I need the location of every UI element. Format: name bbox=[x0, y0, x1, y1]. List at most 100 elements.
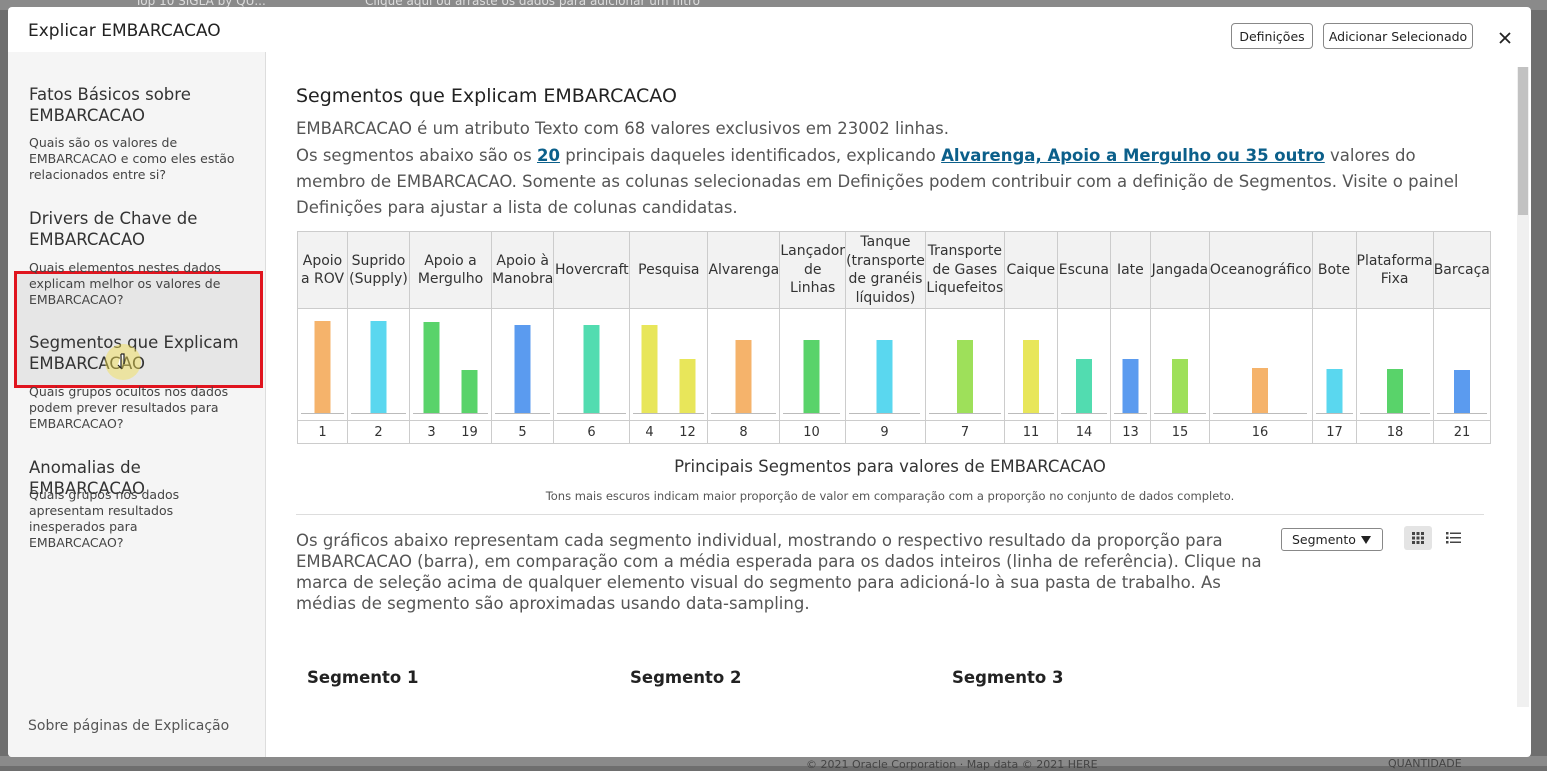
number-cell: 5 bbox=[490, 420, 555, 444]
segment-card-title: Segmento 3 bbox=[952, 668, 1064, 687]
background-footer: © 2021 Oracle Corporation · Map data © 2… bbox=[0, 756, 1547, 771]
bar-plot bbox=[1060, 359, 1107, 414]
link[interactable]: 20 bbox=[537, 146, 560, 165]
segment-number: 12 bbox=[680, 425, 697, 440]
number-cell: 18 bbox=[1355, 420, 1434, 444]
bar bbox=[1453, 370, 1470, 413]
column-header: Barcaça bbox=[1432, 231, 1491, 309]
nav-item-title[interactable]: Fatos Básicos sobre EMBARCACAO bbox=[29, 85, 191, 125]
segment-number: 4 bbox=[646, 425, 654, 440]
text: principais daqueles identificados, expli… bbox=[559, 146, 942, 165]
bar bbox=[314, 321, 331, 413]
column-header: Tanque (transporte de granéis líquidos) bbox=[845, 231, 926, 309]
dropdown-label: Segmento bbox=[1292, 532, 1356, 547]
column-header: Hovercraft bbox=[553, 231, 631, 309]
bar bbox=[1326, 369, 1342, 413]
segment-dropdown[interactable]: Segmento bbox=[1281, 528, 1383, 551]
column-header: Apoio a ROV bbox=[297, 231, 348, 309]
number-cell: 8 bbox=[707, 420, 781, 444]
nav-item-title[interactable]: Segmentos que Explicam EMBARCACAO bbox=[29, 333, 239, 373]
bar bbox=[1075, 359, 1092, 413]
bar-cell bbox=[490, 308, 555, 421]
column-header: Plataforma Fixa bbox=[1355, 231, 1434, 309]
text: Os segmentos abaixo são os bbox=[296, 146, 537, 165]
segment-card-title: Segmento 2 bbox=[630, 668, 742, 687]
number-plot: 21 bbox=[1453, 425, 1470, 440]
number-cell: 7 bbox=[924, 420, 1005, 444]
background-filter-hint: Clique aqui ou arraste os dados para adi… bbox=[365, 0, 700, 8]
bar-plot bbox=[633, 325, 705, 414]
segment-number: 21 bbox=[1453, 425, 1470, 440]
nav-item-title[interactable]: Drivers de Chave de EMBARCACAO bbox=[29, 209, 198, 249]
column-header: Alvarenga bbox=[707, 231, 781, 309]
number-plot: 16 bbox=[1252, 425, 1269, 440]
number-cell: 10 bbox=[779, 420, 847, 444]
bar-cell bbox=[1003, 308, 1058, 421]
list-view-toggle[interactable] bbox=[1446, 531, 1462, 545]
bar-plot bbox=[711, 340, 777, 414]
number-plot: 14 bbox=[1076, 425, 1093, 440]
main-heading: Segmentos que Explicam EMBARCACAO bbox=[296, 85, 677, 107]
column-header: Pesquisa bbox=[629, 231, 709, 309]
column-header: Jangada bbox=[1149, 231, 1210, 309]
number-plot: 18 bbox=[1386, 425, 1403, 440]
segment-number: 6 bbox=[588, 425, 596, 440]
number-cell: 3 19 bbox=[409, 420, 492, 444]
bar bbox=[641, 325, 658, 413]
bar-cell bbox=[707, 308, 781, 421]
scrollbar-thumb[interactable] bbox=[1518, 67, 1528, 215]
background-label: QUANTIDADE bbox=[1388, 757, 1462, 770]
bar-cell bbox=[1149, 308, 1210, 421]
background-toolbar: Top 10 SIGLA by QU... Clique aqui ou arr… bbox=[0, 0, 1547, 10]
bar-cell bbox=[1056, 308, 1111, 421]
column-header: Apoio a Mergulho bbox=[409, 231, 492, 309]
settings-button[interactable]: Definições bbox=[1231, 23, 1313, 49]
nav-item-title[interactable]: Anomalias de EMBARCACAO bbox=[29, 458, 145, 498]
bar bbox=[583, 325, 600, 413]
nav-item-description: Quais são os valores de EMBARCACAO e com… bbox=[29, 135, 235, 182]
background-copyright: © 2021 Oracle Corporation · Map data © 2… bbox=[806, 758, 1098, 771]
bar-plot bbox=[1113, 359, 1147, 414]
bar bbox=[461, 370, 478, 413]
number-plot: 5 bbox=[518, 425, 526, 440]
nav-item-description: Quais grupos ocultos nos dados podem pre… bbox=[29, 384, 229, 431]
link[interactable]: Alvarenga, Apoio a Mergulho ou 35 outro bbox=[941, 146, 1325, 165]
number-row: 1 2 3 19 5 6 4 12 8 10 9 7 11 14 13 15 16 17 18 21 bbox=[297, 420, 1491, 444]
bar-cell bbox=[1109, 308, 1151, 421]
chart-title: Principais Segmentos para valores de EMB… bbox=[674, 457, 1106, 476]
bar bbox=[679, 359, 696, 413]
nav-item-description: Quais grupos nos dados apresentam result… bbox=[29, 487, 180, 550]
bar-cell bbox=[1432, 308, 1491, 421]
segment-number: 5 bbox=[518, 425, 526, 440]
segment-number: 9 bbox=[880, 425, 888, 440]
add-selected-button[interactable]: Adicionar Selecionado bbox=[1323, 23, 1473, 49]
column-header: Bote bbox=[1311, 231, 1357, 309]
bar-plot bbox=[849, 340, 921, 414]
bar-plot bbox=[1436, 370, 1487, 414]
column-header: Suprido (Supply) bbox=[347, 231, 410, 309]
grid-view-toggle[interactable] bbox=[1404, 526, 1432, 550]
number-cell: 16 bbox=[1208, 420, 1313, 444]
bar-cell bbox=[1355, 308, 1434, 421]
nav-footer-link[interactable]: Sobre páginas de Explicação bbox=[28, 718, 230, 734]
bar-plot bbox=[495, 325, 550, 414]
segment-number: 7 bbox=[961, 425, 969, 440]
column-header: Oceanográfico bbox=[1208, 231, 1313, 309]
number-plot: 7 bbox=[961, 425, 969, 440]
number-cell: 2 bbox=[347, 420, 410, 444]
segment-number: 2 bbox=[374, 425, 382, 440]
column-header: Caique bbox=[1003, 231, 1058, 309]
segment-number: 10 bbox=[804, 425, 821, 440]
bar bbox=[803, 340, 820, 413]
number-cell: 14 bbox=[1056, 420, 1111, 444]
column-header: Apoio à Manobra bbox=[490, 231, 555, 309]
explanation: Os gráficos abaixo representam cada segm… bbox=[296, 531, 1262, 613]
segment-number: 13 bbox=[1122, 425, 1139, 440]
chart-note: Tons mais escuros indicam maior proporçã… bbox=[545, 489, 1235, 503]
number-plot: 9 bbox=[880, 425, 888, 440]
close-button[interactable] bbox=[1499, 32, 1511, 44]
bar-cell bbox=[629, 308, 709, 421]
bar bbox=[514, 325, 531, 413]
segment-number: 14 bbox=[1076, 425, 1093, 440]
bar bbox=[876, 340, 893, 413]
